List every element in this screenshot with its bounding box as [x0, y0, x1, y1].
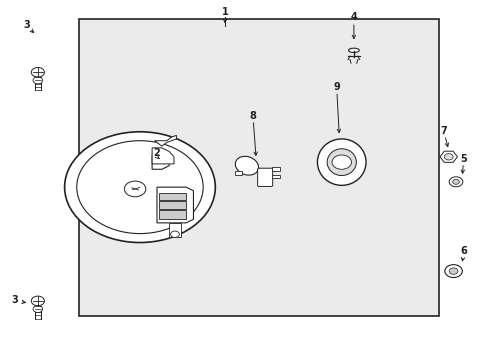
FancyBboxPatch shape [257, 168, 272, 186]
Ellipse shape [235, 156, 258, 175]
Polygon shape [154, 135, 176, 146]
Ellipse shape [348, 48, 359, 53]
Text: 9: 9 [333, 82, 340, 92]
Circle shape [331, 155, 351, 169]
Ellipse shape [326, 149, 356, 176]
Circle shape [452, 179, 458, 184]
Polygon shape [439, 151, 457, 162]
Bar [159, 210, 186, 219]
Circle shape [33, 77, 42, 84]
Text: 4: 4 [350, 13, 357, 22]
Circle shape [31, 67, 44, 77]
Circle shape [448, 177, 462, 187]
Text: 3: 3 [12, 295, 19, 305]
Bar [79, 19, 438, 316]
Bar [272, 175, 279, 178]
Bar [159, 193, 186, 200]
Circle shape [31, 296, 44, 306]
Bar [159, 202, 186, 208]
Ellipse shape [317, 139, 366, 185]
Text: 6: 6 [459, 247, 466, 256]
Bar [169, 223, 181, 237]
Circle shape [64, 132, 215, 243]
Circle shape [444, 154, 452, 160]
Text: 8: 8 [249, 111, 256, 121]
Bar [234, 171, 242, 175]
Circle shape [448, 268, 457, 274]
Circle shape [33, 305, 42, 312]
Circle shape [170, 231, 179, 238]
Text: 3: 3 [23, 19, 30, 30]
Text: 2: 2 [153, 148, 160, 158]
Polygon shape [152, 155, 169, 169]
Text: 5: 5 [459, 154, 466, 163]
Text: 7: 7 [440, 126, 447, 136]
Polygon shape [152, 148, 174, 164]
Bar [272, 167, 279, 171]
Polygon shape [157, 187, 193, 223]
Circle shape [124, 181, 145, 197]
Text: 1: 1 [221, 7, 228, 17]
Circle shape [444, 265, 461, 278]
